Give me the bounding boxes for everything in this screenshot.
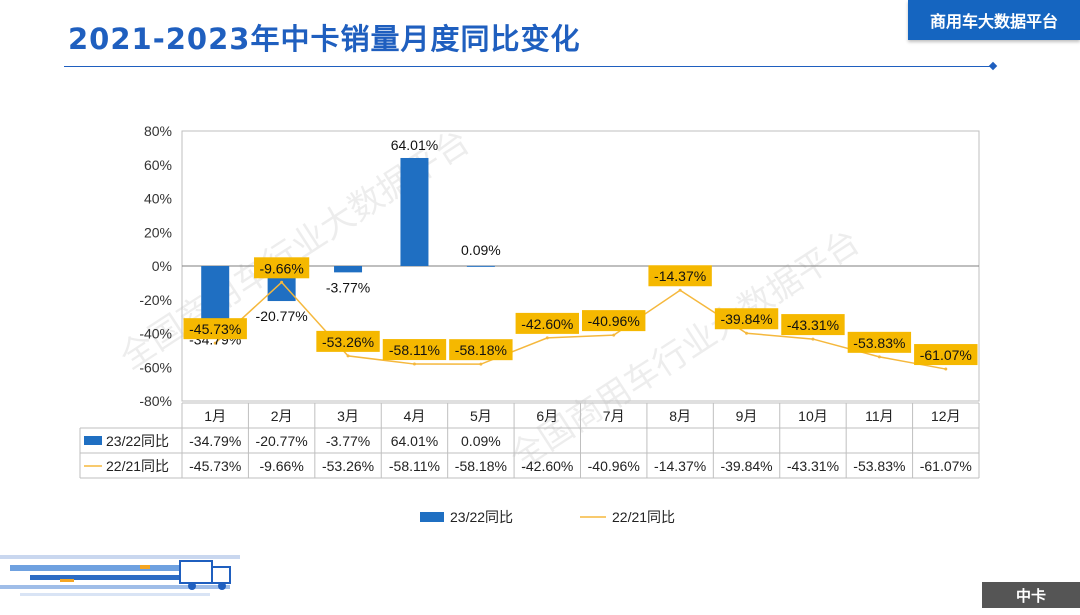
line-label-box <box>515 312 579 334</box>
bar <box>466 265 495 267</box>
truck-decoration <box>0 555 240 596</box>
table-bar-key <box>84 436 102 445</box>
table-cell: -14.37% <box>654 458 706 474</box>
line-label-box <box>316 330 380 352</box>
line-data-label: -43.31% <box>787 317 839 333</box>
x-tick-label: 10月 <box>798 408 828 424</box>
legend-bar-swatch <box>420 512 444 522</box>
line-data-label: -40.96% <box>588 313 640 329</box>
line-point <box>545 336 549 340</box>
y-tick-label: -80% <box>139 393 172 409</box>
table-cell: -61.07% <box>920 458 972 474</box>
line-label-box <box>183 318 247 340</box>
table-cell: -58.11% <box>389 458 440 474</box>
line-point <box>877 355 881 359</box>
x-tick-label: 12月 <box>931 408 961 424</box>
bar-data-label: -20.77% <box>256 308 308 324</box>
x-tick-label: 7月 <box>603 408 625 424</box>
legend-label: 22/21同比 <box>612 509 675 525</box>
line-data-label: -9.66% <box>259 260 303 276</box>
y-tick-label: -40% <box>139 326 172 342</box>
line-point <box>745 331 749 335</box>
y-tick-label: 80% <box>144 123 172 139</box>
line-label-box <box>781 314 845 336</box>
line-point <box>213 341 217 345</box>
line-label-box <box>382 339 447 361</box>
bar <box>334 266 363 273</box>
table-cell: 0.09% <box>461 433 501 449</box>
bar <box>400 157 429 266</box>
line-point <box>612 333 616 337</box>
table-cell: -58.18% <box>455 458 507 474</box>
line-label-box <box>648 265 712 287</box>
x-tick-label: 2月 <box>271 408 293 424</box>
line-data-label: -53.26% <box>322 334 374 350</box>
line-data-label: -39.84% <box>720 311 772 327</box>
table-cell: 64.01% <box>391 433 438 449</box>
table-cell: -43.31% <box>787 458 839 474</box>
x-tick-label: 1月 <box>204 408 226 424</box>
table-cell: -42.60% <box>521 458 573 474</box>
y-tick-label: 60% <box>144 157 172 173</box>
y-tick-label: -20% <box>139 292 172 308</box>
x-tick-label: 4月 <box>404 408 426 424</box>
line-label-box <box>254 257 310 279</box>
y-tick-label: -60% <box>139 359 172 375</box>
line-point <box>678 288 682 292</box>
line-label-box <box>449 339 513 361</box>
line-point <box>346 354 350 358</box>
table-cell: -9.66% <box>259 458 303 474</box>
line-point <box>412 362 416 366</box>
x-tick-label: 9月 <box>736 408 758 424</box>
bar-data-label: 64.01% <box>391 137 438 153</box>
line-point <box>944 367 948 371</box>
line-label-box <box>847 331 912 353</box>
table-cell: -40.96% <box>588 458 640 474</box>
brand-badge: 商用车大数据平台 <box>908 0 1080 40</box>
category-tag: 中卡 <box>982 582 1080 608</box>
x-tick-label: 3月 <box>337 408 359 424</box>
table-cell: -20.77% <box>256 433 308 449</box>
y-tick-label: 40% <box>144 191 172 207</box>
line-data-label: -53.83% <box>853 335 905 351</box>
table-cell: -45.73% <box>189 458 241 474</box>
table-cell: -53.83% <box>853 458 905 474</box>
bar <box>201 266 230 325</box>
line-label-box <box>914 344 978 366</box>
x-tick-label: 5月 <box>470 408 492 424</box>
title-underline <box>64 66 994 67</box>
watermark-text: 全国商用车行业大数据平台 <box>504 223 867 477</box>
table-series-name: 22/21同比 <box>106 458 169 474</box>
line-data-label: -58.11% <box>389 342 440 358</box>
line-point <box>280 280 284 284</box>
y-tick-label: 0% <box>152 258 172 274</box>
x-tick-label: 6月 <box>536 408 558 424</box>
x-tick-label: 8月 <box>669 408 691 424</box>
line-point <box>479 362 483 366</box>
line-label-box <box>582 310 646 332</box>
table-cell: -34.79% <box>189 433 241 449</box>
bar-data-label: 0.09% <box>461 242 501 258</box>
line-data-label: -42.60% <box>521 316 573 332</box>
line-data-label: -61.07% <box>920 347 972 363</box>
y-tick-label: 20% <box>144 224 172 240</box>
legend-label: 23/22同比 <box>450 509 513 525</box>
x-tick-label: 11月 <box>865 408 894 424</box>
bar-data-label: -3.77% <box>326 279 370 295</box>
table-cell: -39.84% <box>720 458 772 474</box>
line-point <box>811 337 815 341</box>
page-title: 2021-2023年中卡销量月度同比变化 <box>68 22 581 56</box>
table-series-name: 23/22同比 <box>106 433 169 449</box>
line-data-label: -58.18% <box>455 342 507 358</box>
line-label-box <box>714 308 779 330</box>
table-cell: -3.77% <box>326 433 370 449</box>
line-data-label: -14.37% <box>654 268 706 284</box>
line-data-label: -45.73% <box>189 321 241 337</box>
plot-area: 80% 60% 40% 20% 0% -20% -40% -60% -80% -34.79% -20… <box>79 123 980 525</box>
table-cell: -53.26% <box>322 458 374 474</box>
